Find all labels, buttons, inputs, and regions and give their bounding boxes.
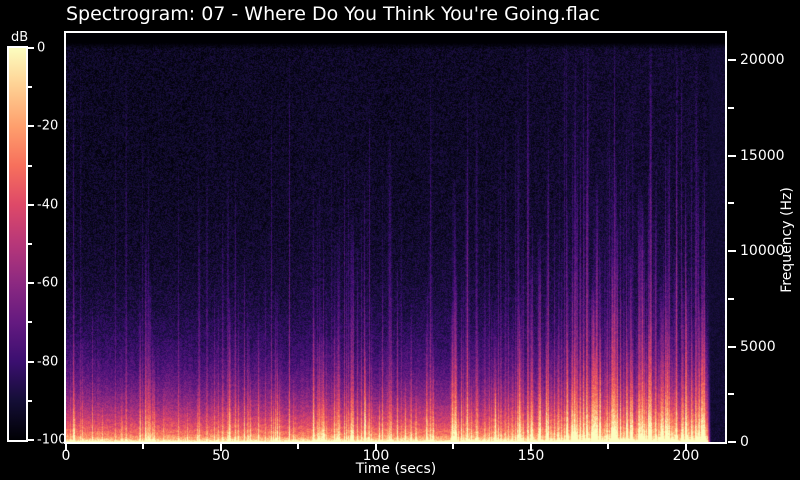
colorbar-tick	[28, 203, 34, 206]
colorbar-minor-tick	[28, 399, 32, 402]
colorbar-tick-label: -60	[37, 275, 59, 291]
y-axis-title: Frequency (Hz)	[779, 187, 795, 293]
colorbar-tick-label: -40	[37, 197, 59, 213]
x-axis-minor-tick	[297, 444, 300, 449]
x-axis-minor-tick	[142, 444, 145, 449]
x-axis-tick	[374, 444, 377, 451]
y-axis-tick-label: 0	[740, 434, 749, 450]
colorbar-minor-tick	[28, 243, 32, 245]
y-axis-tick	[728, 154, 736, 157]
x-axis-tick	[65, 444, 67, 451]
colorbar-gradient	[9, 48, 26, 440]
x-axis-tick-label: 0	[61, 448, 71, 464]
colorbar-tick	[28, 439, 34, 441]
y-axis-tick	[728, 59, 736, 61]
x-axis-tick	[529, 444, 532, 451]
colorbar-minor-tick	[28, 164, 32, 167]
y-axis-tick	[728, 441, 736, 443]
colorbar-tick	[28, 282, 34, 285]
x-axis-tick-label: 100	[362, 448, 390, 464]
y-axis-minor-tick	[728, 297, 734, 300]
colorbar-tick-label: -80	[37, 354, 59, 370]
colorbar-minor-tick	[28, 321, 32, 324]
y-axis-tick-label: 10000	[740, 243, 785, 259]
y-axis-tick-label: 5000	[740, 338, 776, 355]
spectrogram-canvas	[66, 33, 725, 442]
y-axis-tick	[728, 345, 736, 348]
y-axis-tick-label: 20000	[740, 52, 785, 68]
colorbar-tick-label: -20	[37, 118, 59, 134]
colorbar-tick-label: -100	[37, 432, 67, 448]
x-axis-tick	[684, 444, 687, 451]
colorbar-minor-tick	[28, 86, 32, 89]
x-axis-tick-label: 50	[212, 448, 230, 464]
x-axis-tick-label: 150	[517, 448, 545, 464]
x-axis-tick	[219, 444, 222, 451]
y-axis-tick-label: 15000	[740, 147, 785, 164]
colorbar-tick	[28, 125, 34, 128]
y-axis-tick	[728, 250, 736, 252]
x-axis-title: Time (secs)	[355, 461, 437, 477]
page-title: Spectrogram: 07 - Where Do You Think You…	[66, 3, 600, 25]
colorbar-tick-label: 0	[37, 40, 46, 56]
colorbar	[7, 46, 28, 442]
y-axis-minor-tick	[728, 393, 734, 396]
y-axis-minor-tick	[728, 106, 734, 109]
plot-border	[64, 31, 727, 444]
x-axis-minor-tick	[607, 444, 610, 449]
x-axis-tick-label: 200	[672, 448, 700, 464]
y-axis-minor-tick	[728, 202, 734, 205]
colorbar-tick	[28, 47, 34, 49]
colorbar-unit-label: dB	[11, 30, 29, 45]
x-axis-minor-tick	[452, 444, 455, 449]
colorbar-tick	[28, 360, 34, 363]
